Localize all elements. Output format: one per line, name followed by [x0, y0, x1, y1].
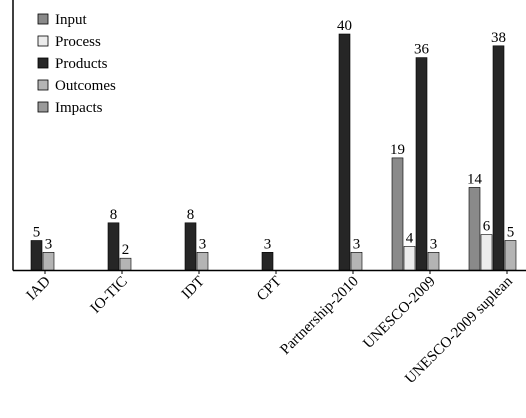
data-label-products-io-tic: 8: [110, 207, 118, 223]
bar-products-unesco-2009: [415, 57, 428, 271]
data-label-products-unesco-2009-suplean: 38: [491, 30, 506, 46]
legend-swatch-process: [37, 35, 49, 47]
x-tick-label-partnership-2010: Partnership-2010: [277, 274, 361, 358]
legend-swatch-outcomes: [37, 79, 49, 91]
data-label-outcomes-unesco-2009-suplean: 5: [507, 225, 515, 241]
legend-label-products: Products: [55, 56, 108, 72]
bar-process-unesco-2009-suplean: [480, 234, 493, 271]
axes: [12, 0, 526, 274]
bar-products-partnership-2010: [338, 33, 351, 271]
data-label-products-unesco-2009: 36: [414, 42, 430, 58]
data-label-products-iad: 5: [33, 225, 41, 241]
legend: Input Process Products Outcomes Impacts: [37, 12, 116, 116]
data-label-outcomes-unesco-2009: 3: [430, 236, 438, 252]
bar-process-unesco-2009: [403, 246, 416, 271]
data-label-process-unesco-2009: 4: [406, 230, 414, 246]
x-tick-label-iad: IAD: [24, 273, 54, 303]
bar-outcomes-partnership-2010: [350, 252, 363, 271]
bar-products-io-tic: [107, 222, 120, 271]
legend-swatch-impacts: [37, 101, 49, 113]
x-tick-label-unesco-2009: UNESCO-2009: [360, 274, 438, 352]
x-tick-label-cpt: CPT: [254, 274, 285, 305]
bar-outcomes-unesco-2009-suplean: [504, 240, 517, 271]
bar-input-unesco-2009: [391, 157, 404, 271]
legend-label-input: Input: [55, 12, 87, 28]
data-label-products-partnership-2010: 40: [337, 18, 352, 34]
x-tick-label-idt: IDT: [179, 274, 208, 303]
legend-label-impacts: Impacts: [55, 100, 103, 116]
bar-outcomes-idt: [196, 252, 209, 271]
bars: [30, 33, 517, 271]
bar-products-iad: [30, 240, 43, 271]
data-label-outcomes-io-tic: 2: [122, 242, 130, 258]
data-label-outcomes-idt: 3: [199, 236, 207, 252]
bar-products-cpt: [261, 252, 274, 271]
legend-label-outcomes: Outcomes: [55, 78, 116, 94]
data-label-process-unesco-2009-suplean: 6: [483, 219, 491, 235]
bar-products-unesco-2009-suplean: [492, 45, 505, 271]
x-tick-label-io-tic: IO-TIC: [88, 274, 131, 317]
data-label-outcomes-iad: 3: [45, 236, 53, 252]
data-label-products-idt: 8: [187, 207, 195, 223]
data-label-products-cpt: 3: [264, 236, 272, 252]
bar-products-idt: [184, 222, 197, 271]
bar-input-unesco-2009-suplean: [468, 187, 481, 271]
data-label-input-unesco-2009: 19: [390, 142, 405, 158]
legend-swatch-products: [37, 57, 49, 69]
data-label-outcomes-partnership-2010: 3: [353, 236, 361, 252]
bar-outcomes-iad: [42, 252, 55, 271]
data-label-input-unesco-2009-suplean: 14: [467, 171, 483, 187]
legend-label-process: Process: [55, 34, 101, 50]
bar-outcomes-unesco-2009: [427, 252, 440, 271]
x-tick-labels: IAD IO-TIC IDT CPTPartnership-2010UNESCO-20…: [24, 273, 517, 387]
bar-outcomes-io-tic: [119, 257, 132, 271]
legend-swatch-input: [37, 13, 49, 25]
